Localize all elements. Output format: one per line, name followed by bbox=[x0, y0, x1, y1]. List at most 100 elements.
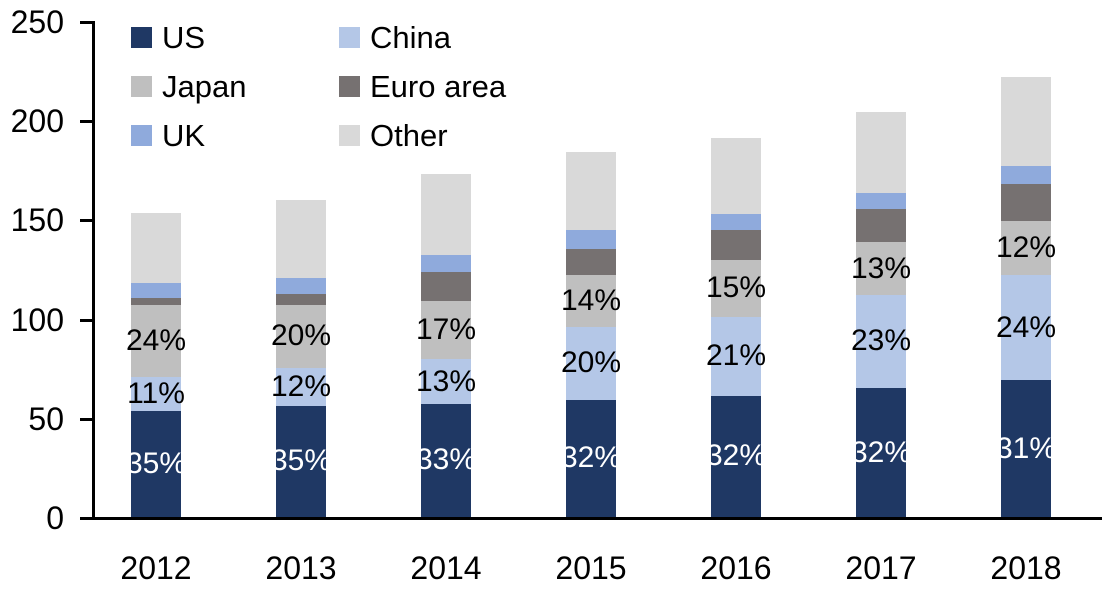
y-tick bbox=[80, 417, 93, 421]
segment-pct-label-china-2013: 12% bbox=[270, 370, 332, 404]
bar-segment-uk-2017 bbox=[856, 192, 906, 210]
segment-pct-label-japan-2017: 13% bbox=[850, 251, 912, 285]
bar-segment-uk-2018 bbox=[1001, 165, 1051, 184]
segment-pct-label-japan-2014: 17% bbox=[415, 313, 477, 346]
segment-pct-label-japan-2015: 14% bbox=[560, 283, 622, 317]
legend-swatch-icon bbox=[339, 125, 360, 146]
legend-item-uk: UK bbox=[131, 120, 339, 151]
y-tick bbox=[80, 21, 93, 24]
legend-swatch-icon bbox=[131, 27, 152, 48]
bar-segment-euro-area-2017 bbox=[856, 209, 906, 243]
segment-pct-label-china-2014: 13% bbox=[415, 364, 477, 398]
bar-segment-china-2018 bbox=[1001, 274, 1051, 381]
bar-segment-uk-2013 bbox=[276, 277, 326, 294]
legend-label: Other bbox=[370, 118, 448, 153]
bar-segment-us-2013 bbox=[276, 405, 326, 517]
bar-segment-other-2013 bbox=[276, 199, 326, 278]
bar-segment-china-2013 bbox=[276, 368, 326, 406]
bar-segment-uk-2014 bbox=[421, 255, 471, 272]
bar-segment-euro-area-2014 bbox=[421, 271, 471, 301]
x-tick-label-2018: 2018 bbox=[990, 550, 1062, 586]
x-tick-label-2015: 2015 bbox=[555, 550, 627, 586]
legend-label: Japan bbox=[162, 69, 247, 104]
legend-swatch-icon bbox=[339, 27, 360, 48]
segment-pct-label-us-2014: 33% bbox=[415, 443, 477, 477]
segment-pct-label-china-2017: 23% bbox=[850, 324, 912, 358]
x-tick-label-2012: 2012 bbox=[120, 550, 192, 586]
bar-segment-us-2012 bbox=[131, 410, 181, 517]
legend-item-euro-area: Euro area bbox=[339, 71, 506, 102]
bar-segment-japan-2015 bbox=[566, 274, 616, 327]
y-tick bbox=[80, 219, 93, 223]
x-tick-label-2017: 2017 bbox=[845, 550, 917, 586]
y-tick-label-250: 250 bbox=[10, 4, 64, 40]
bar-segment-other-2017 bbox=[856, 112, 906, 193]
legend-item-japan: Japan bbox=[131, 71, 339, 102]
segment-pct-label-china-2012: 11% bbox=[127, 376, 185, 410]
segment-pct-label-us-2013: 35% bbox=[270, 444, 332, 478]
bar-segment-uk-2016 bbox=[711, 214, 761, 231]
legend-swatch-icon bbox=[339, 76, 360, 97]
chart-legend: US China Japan Euro area UK Other bbox=[131, 22, 506, 151]
bar-segment-china-2016 bbox=[711, 316, 761, 396]
bar-segment-japan-2016 bbox=[711, 260, 761, 317]
bar-segment-china-2012 bbox=[131, 377, 181, 411]
bar-segment-us-2015 bbox=[566, 399, 616, 517]
segment-pct-label-us-2018: 31% bbox=[995, 431, 1057, 465]
bar-segment-euro-area-2018 bbox=[1001, 183, 1051, 222]
bar-segment-japan-2017 bbox=[856, 242, 906, 295]
bar-segment-china-2014 bbox=[421, 359, 471, 404]
bar-segment-euro-area-2012 bbox=[131, 297, 181, 305]
bar-segment-euro-area-2015 bbox=[566, 249, 616, 275]
segment-pct-label-us-2017: 32% bbox=[850, 435, 912, 469]
segment-pct-label-us-2015: 32% bbox=[560, 441, 622, 475]
segment-pct-label-china-2015: 20% bbox=[560, 346, 622, 380]
bar-segment-other-2014 bbox=[421, 173, 471, 256]
bar-segment-china-2015 bbox=[566, 326, 616, 400]
segment-pct-label-japan-2013: 20% bbox=[270, 319, 332, 353]
segment-pct-label-japan-2016: 15% bbox=[705, 271, 767, 305]
y-tick-label-200: 200 bbox=[10, 103, 64, 140]
segment-pct-label-us-2016: 32% bbox=[705, 439, 767, 473]
y-tick-label-100: 100 bbox=[10, 301, 64, 338]
segment-pct-label-china-2018: 24% bbox=[995, 310, 1057, 344]
bar-segment-uk-2015 bbox=[566, 230, 616, 250]
legend-item-china: China bbox=[339, 22, 506, 53]
segment-pct-label-china-2016: 21% bbox=[705, 339, 767, 373]
y-tick bbox=[80, 120, 93, 124]
legend-item-other: Other bbox=[339, 120, 506, 151]
bar-segment-china-2017 bbox=[856, 294, 906, 389]
bar-segment-japan-2018 bbox=[1001, 221, 1051, 275]
legend-swatch-icon bbox=[131, 125, 152, 146]
legend-swatch-icon bbox=[131, 76, 152, 97]
bar-segment-euro-area-2013 bbox=[276, 293, 326, 305]
y-tick bbox=[80, 318, 93, 322]
y-axis-line bbox=[92, 21, 95, 520]
bar-segment-us-2018 bbox=[1001, 380, 1051, 517]
segment-pct-label-japan-2012: 24% bbox=[125, 323, 187, 357]
legend-label: Euro area bbox=[370, 69, 507, 104]
bar-segment-japan-2012 bbox=[131, 304, 181, 378]
bar-segment-other-2015 bbox=[566, 151, 616, 231]
segment-pct-label-japan-2018: 12% bbox=[995, 231, 1057, 265]
legend-item-us: US bbox=[131, 22, 339, 53]
bar-segment-other-2016 bbox=[711, 138, 761, 215]
x-axis-line bbox=[80, 517, 1102, 520]
x-tick-label-2014: 2014 bbox=[410, 550, 482, 586]
bar-segment-us-2017 bbox=[856, 388, 906, 517]
bar-segment-euro-area-2016 bbox=[711, 230, 761, 261]
bar-segment-other-2018 bbox=[1001, 76, 1051, 166]
x-tick-label-2016: 2016 bbox=[700, 550, 772, 586]
x-tick-label-2013: 2013 bbox=[265, 550, 337, 586]
y-tick-label-0: 0 bbox=[46, 500, 64, 536]
legend-label: UK bbox=[162, 118, 206, 153]
bar-segment-japan-2013 bbox=[276, 304, 326, 369]
bar-segment-japan-2014 bbox=[421, 300, 471, 360]
y-tick-label-150: 150 bbox=[10, 202, 64, 239]
segment-pct-label-us-2012: 35% bbox=[125, 446, 187, 480]
bar-segment-us-2014 bbox=[421, 403, 471, 517]
legend-label: China bbox=[370, 20, 451, 55]
y-tick-label-50: 50 bbox=[28, 400, 64, 437]
bar-segment-us-2016 bbox=[711, 395, 761, 517]
